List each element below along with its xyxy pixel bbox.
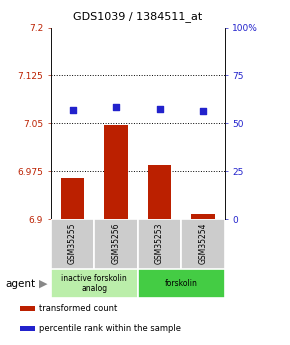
Bar bbox=[181, 219, 225, 269]
Text: GSM35255: GSM35255 bbox=[68, 222, 77, 264]
Bar bbox=[51, 269, 138, 298]
Point bbox=[70, 107, 75, 113]
Bar bbox=[20, 306, 35, 311]
Bar bbox=[20, 326, 35, 331]
Text: GDS1039 / 1384511_at: GDS1039 / 1384511_at bbox=[73, 11, 202, 22]
Point bbox=[114, 104, 118, 109]
Bar bbox=[138, 269, 225, 298]
Text: GSM35253: GSM35253 bbox=[155, 222, 164, 264]
Text: GSM35256: GSM35256 bbox=[111, 222, 121, 264]
Bar bbox=[94, 219, 138, 269]
Point bbox=[157, 106, 162, 111]
Text: percentile rank within the sample: percentile rank within the sample bbox=[39, 324, 180, 333]
Text: transformed count: transformed count bbox=[39, 304, 117, 313]
Bar bbox=[104, 125, 128, 219]
Bar bbox=[51, 219, 94, 269]
Text: GSM35254: GSM35254 bbox=[198, 222, 208, 264]
Bar bbox=[61, 178, 84, 219]
Text: inactive forskolin
analog: inactive forskolin analog bbox=[61, 274, 127, 294]
Text: agent: agent bbox=[6, 279, 36, 289]
Bar bbox=[191, 214, 215, 219]
Text: forskolin: forskolin bbox=[165, 279, 198, 288]
Bar bbox=[138, 219, 181, 269]
Bar bbox=[148, 165, 171, 219]
Text: ▶: ▶ bbox=[39, 279, 48, 289]
Point bbox=[201, 108, 205, 114]
